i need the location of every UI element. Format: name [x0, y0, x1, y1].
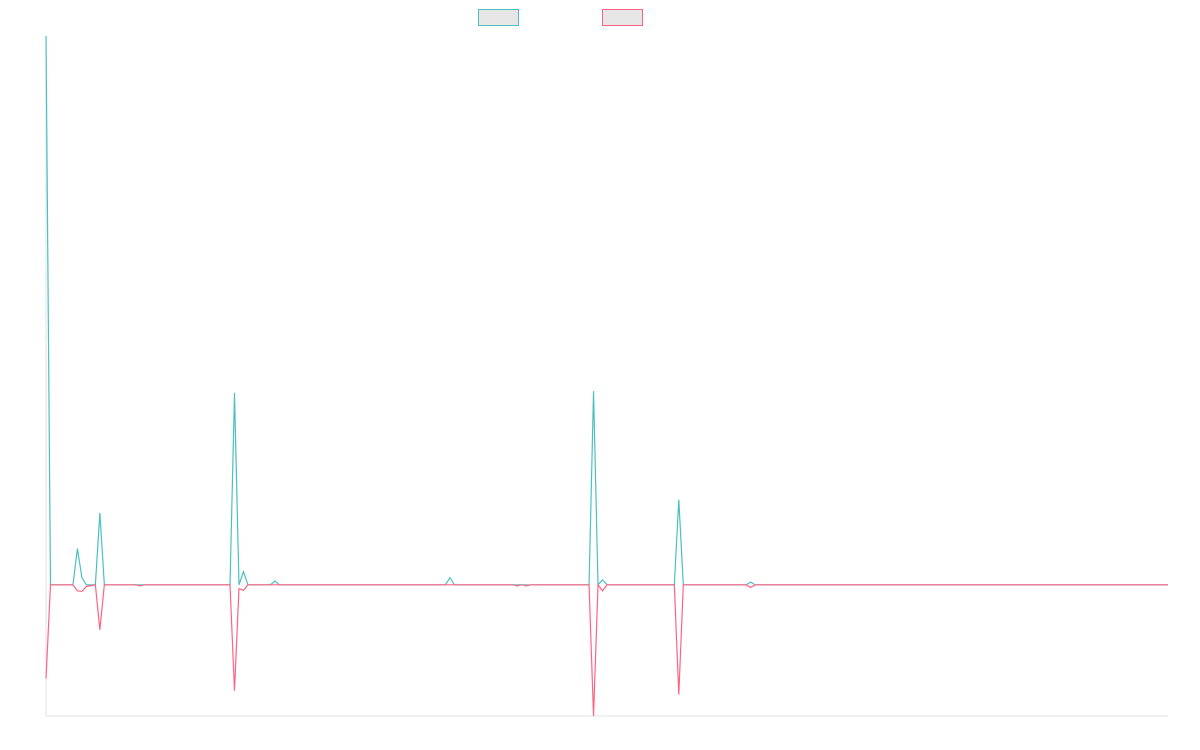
legend-swatch[interactable]	[602, 9, 643, 26]
series-line	[45, 35, 1168, 587]
legend-swatch[interactable]	[478, 9, 519, 26]
series-line	[45, 583, 1168, 717]
